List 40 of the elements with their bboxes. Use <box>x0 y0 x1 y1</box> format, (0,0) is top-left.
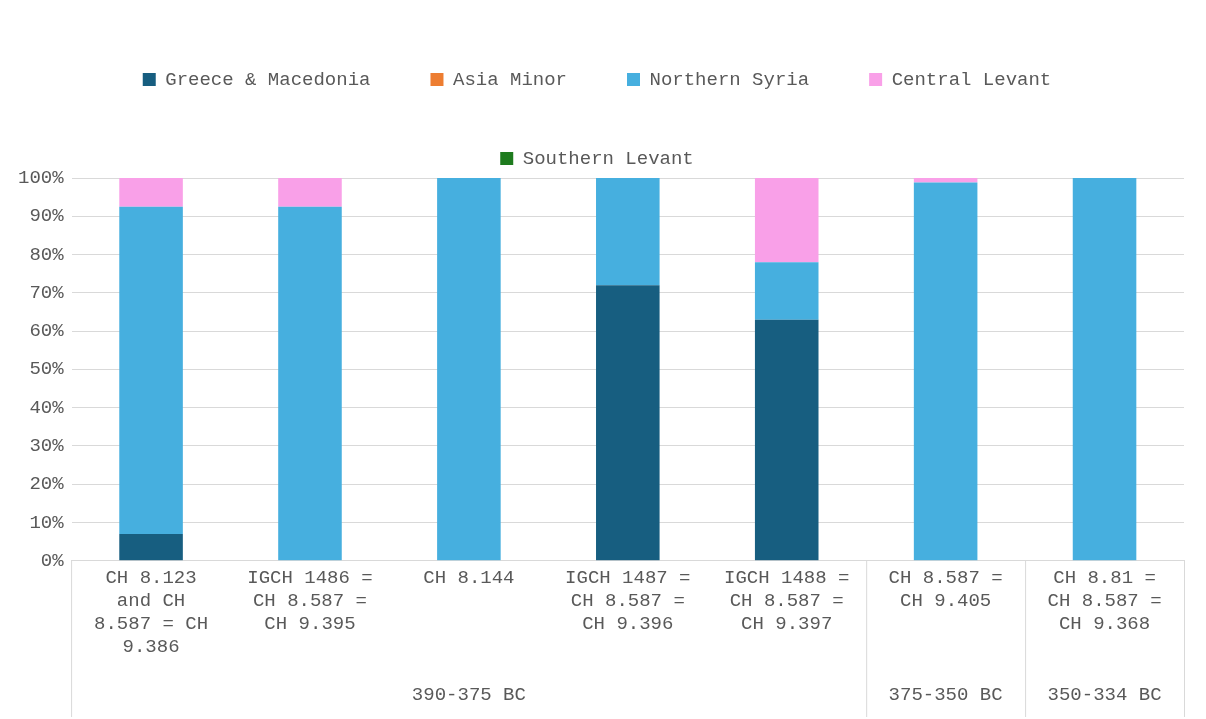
bar <box>754 319 819 561</box>
legend-label: Northern Syria <box>649 68 810 91</box>
bar <box>278 206 342 561</box>
bar <box>119 534 183 561</box>
legend-label: Southern Levant <box>522 147 694 170</box>
y-tick-label: 30% <box>29 434 65 457</box>
bar <box>119 206 183 534</box>
x-tick-label: IGCH 1488 = CH 8.587 = CH 9.397 <box>724 567 850 635</box>
legend-label: Asia Minor <box>452 68 568 91</box>
bar <box>119 178 183 207</box>
text: 350-334 BC <box>1047 684 1162 707</box>
text: 390-375 BC <box>411 684 526 707</box>
y-tick-label: 100% <box>18 167 65 190</box>
bar <box>596 285 660 561</box>
y-tick-label: 60% <box>29 320 65 343</box>
bar <box>754 178 819 263</box>
bar <box>278 178 342 207</box>
x-tick-label: CH 8.123 and CH 8.587 = CH 9.386 <box>94 567 209 658</box>
bar <box>754 262 819 320</box>
y-tick-label: 50% <box>29 358 65 381</box>
x-tick-label: CH 8.587 = CH 9.405 <box>888 567 1003 613</box>
bar <box>913 182 978 561</box>
y-tick-label: 10% <box>29 511 65 534</box>
x-tick-label: CH 8.144 <box>423 567 515 590</box>
y-tick-label: 90% <box>29 205 65 228</box>
bar <box>437 178 501 561</box>
y-tick-label: 80% <box>29 243 65 266</box>
y-tick-label: 70% <box>29 281 65 304</box>
x-tick-label: IGCH 1486 = CH 8.587 = CH 9.395 <box>247 567 373 635</box>
legend-label: Central Levant <box>891 68 1052 91</box>
text: 375-350 BC <box>888 684 1003 707</box>
bar <box>913 178 978 183</box>
y-tick-label: 0% <box>40 549 65 572</box>
legend-label: Greece & Macedonia <box>165 68 371 91</box>
y-tick-label: 20% <box>29 473 65 496</box>
bar <box>1072 178 1137 561</box>
x-tick-label: IGCH 1487 = CH 8.587 = CH 9.396 <box>565 567 691 635</box>
bar <box>596 178 660 286</box>
x-tick-label: CH 8.81 = CH 8.587 = CH 9.368 <box>1047 567 1162 635</box>
y-tick-label: 40% <box>29 396 65 419</box>
